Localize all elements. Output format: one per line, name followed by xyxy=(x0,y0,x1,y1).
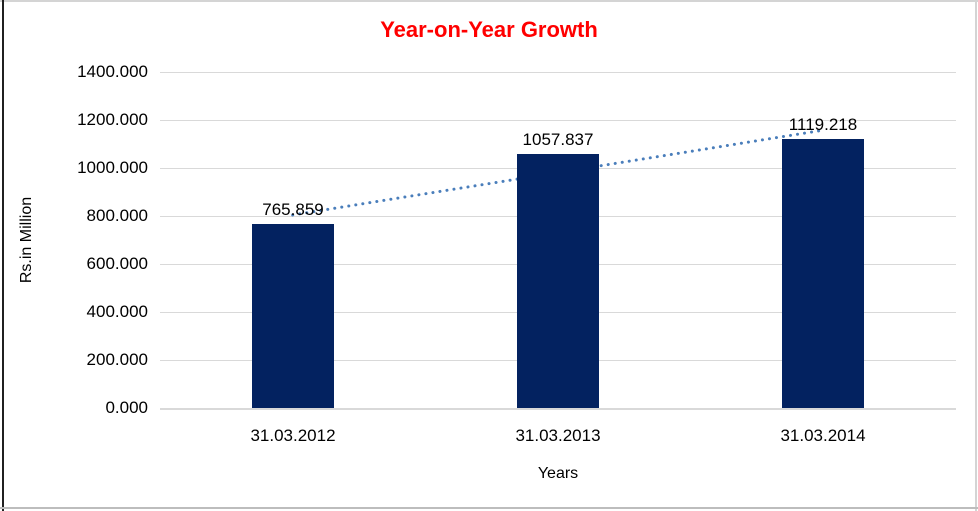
bar-31.03.2012 xyxy=(252,224,334,408)
bar-31.03.2013 xyxy=(517,154,599,408)
bar-31.03.2014 xyxy=(782,139,864,408)
bar-value-label: 1119.218 xyxy=(788,115,858,134)
x-tick-label: 31.03.2012 xyxy=(250,426,336,445)
y-tick-label: 1400.000 xyxy=(77,62,148,81)
chart-border-bottom xyxy=(0,507,978,509)
gridline xyxy=(160,120,956,121)
x-tick-label: 31.03.2014 xyxy=(780,426,866,445)
y-tick-label: 0.000 xyxy=(105,398,148,417)
y-tick-label: 400.000 xyxy=(86,302,148,321)
x-tick-label: 31.03.2013 xyxy=(515,426,601,445)
y-tick-label: 800.000 xyxy=(86,206,148,225)
chart-border-left xyxy=(2,0,4,511)
plot-area xyxy=(160,72,956,410)
y-tick-label: 200.000 xyxy=(86,350,148,369)
chart-border-top xyxy=(0,0,978,2)
y-tick-label: 1200.000 xyxy=(77,110,148,129)
bar-value-label: 1057.837 xyxy=(522,130,594,149)
y-tick-label: 1000.000 xyxy=(77,158,148,177)
chart-border-right xyxy=(975,0,977,511)
bar-value-label: 765.859 xyxy=(262,200,324,219)
x-axis-title: Years xyxy=(537,465,579,482)
gridline xyxy=(160,72,956,73)
chart-title: Year-on-Year Growth xyxy=(380,17,598,42)
y-tick-label: 600.000 xyxy=(86,254,148,273)
